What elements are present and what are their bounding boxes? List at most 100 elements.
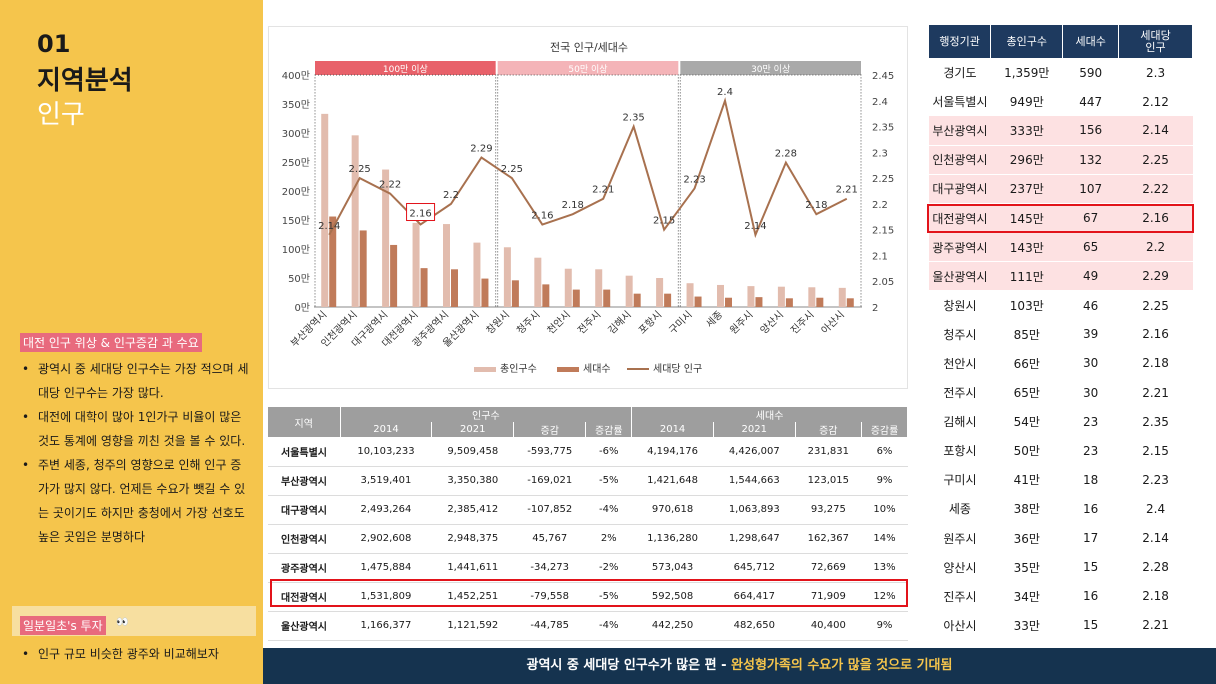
chart-svg: 전국 인구/세대수 100만 이상 50만 이상 30만 이상 0만 50만 100만 150… bbox=[282, 41, 895, 375]
table-cell: 132 bbox=[1062, 145, 1119, 175]
row-region: 세종 bbox=[948, 502, 971, 517]
x-tick-label: 구미시 bbox=[667, 309, 695, 337]
row-region: 아산시 bbox=[943, 618, 977, 633]
bar-total-population bbox=[351, 135, 359, 307]
row-region: 부산광역시 bbox=[268, 466, 340, 496]
line-value-label: 2.15 bbox=[653, 216, 675, 227]
line-value-label: 2.25 bbox=[349, 164, 371, 175]
group-header-bar bbox=[497, 61, 679, 75]
table-cell: 1,441,611 bbox=[431, 553, 514, 583]
bar-households bbox=[359, 230, 367, 307]
table-cell: 54만 bbox=[1013, 415, 1040, 430]
table-cell: -6% bbox=[585, 437, 632, 467]
line-value-label: 2.29 bbox=[470, 143, 492, 154]
left-panel: 01 지역분석 인구 대전 인구 위상 & 인구증감 과 수요 광역시 중 세대… bbox=[0, 0, 263, 684]
bar-total-population bbox=[686, 283, 694, 307]
table-cell: 482,650 bbox=[713, 611, 796, 641]
x-tick-label: 전주시 bbox=[575, 309, 603, 337]
table-cell: 1,063,893 bbox=[713, 495, 796, 525]
line-value-label: 2.23 bbox=[683, 174, 705, 185]
table-cell: 50만 bbox=[1013, 444, 1040, 459]
subheader: 증감률 bbox=[585, 422, 633, 437]
footer-emphasis: 완성형가족의 수요가 많을 것으로 기대됨 bbox=[731, 658, 953, 673]
table-cell: 15 bbox=[1083, 618, 1099, 633]
table-row: 구미시 41만 18 2.23 bbox=[929, 465, 1193, 494]
table-row: 김해시 54만 23 2.35 bbox=[929, 407, 1193, 436]
table-cell: 1,121,592 bbox=[431, 611, 514, 641]
table-cell: 41만 bbox=[1013, 473, 1040, 488]
row-region: 울산광역시 bbox=[268, 611, 340, 641]
table-cell: 13% bbox=[861, 553, 908, 583]
x-tick-label: 천안시 bbox=[545, 309, 573, 337]
table-cell: 447 bbox=[1079, 94, 1103, 109]
row-region: 인천광역시 bbox=[929, 145, 991, 175]
table-cell: 2.25 bbox=[1118, 145, 1193, 175]
bar-households bbox=[481, 278, 489, 307]
row-region: 양산시 bbox=[943, 560, 977, 575]
table-cell: 30 bbox=[1083, 356, 1099, 371]
table-cell: 2.28 bbox=[1142, 560, 1169, 575]
row-region: 광주광역시 bbox=[929, 232, 991, 263]
table-cell: 2% bbox=[585, 524, 632, 554]
table-cell: 645,712 bbox=[713, 553, 796, 583]
table-cell: 123,015 bbox=[795, 466, 862, 496]
table-cell: 162,367 bbox=[795, 524, 862, 554]
bar-households bbox=[755, 297, 763, 307]
table-cell: 2.18 bbox=[1142, 356, 1169, 371]
group-header-label: 100만 이상 bbox=[383, 64, 428, 75]
bar-households bbox=[694, 296, 702, 307]
section-number: 01 bbox=[37, 30, 71, 58]
table-cell: 2.2 bbox=[1118, 232, 1193, 263]
issue-label: 대전 인구 위상 & 인구증감 과 수요 bbox=[20, 333, 202, 352]
line-value-label: 2.21 bbox=[592, 185, 614, 196]
row-region: 진주시 bbox=[943, 589, 977, 604]
table-row: 전주시 65만 30 2.21 bbox=[929, 378, 1193, 407]
footer-text: 광역시 중 세대당 인구수가 많은 편 - bbox=[526, 658, 732, 673]
table-cell: 2,385,412 bbox=[431, 495, 514, 525]
bar-households bbox=[846, 298, 854, 307]
table-cell: 9% bbox=[861, 466, 908, 496]
table-cell: 35만 bbox=[1013, 560, 1040, 575]
table-cell: 2.35 bbox=[1142, 414, 1169, 429]
table-cell: 38만 bbox=[1013, 502, 1040, 517]
header-households: 세대수 bbox=[631, 407, 908, 422]
y2-tick-label: 2.4 bbox=[872, 97, 888, 108]
x-tick-label: 원주시 bbox=[728, 309, 756, 337]
group-frame bbox=[497, 74, 679, 308]
row-region: 서울특별시 bbox=[268, 437, 340, 467]
table-cell: 4,194,176 bbox=[631, 437, 714, 467]
bar-households bbox=[816, 297, 824, 307]
table-cell: 23 bbox=[1083, 443, 1099, 458]
table-cell: 66만 bbox=[1013, 356, 1040, 371]
row-region: 청주시 bbox=[943, 327, 977, 342]
legend-label: 세대당 인구 bbox=[653, 363, 702, 375]
table-row: 천안시 66만 30 2.18 bbox=[929, 349, 1193, 378]
header-cell: 행정기관 bbox=[929, 25, 992, 58]
table-cell: -2% bbox=[585, 553, 632, 583]
bar-total-population bbox=[595, 269, 603, 307]
y-tick-label: 0만 bbox=[294, 302, 310, 314]
bar-households bbox=[664, 293, 672, 307]
y-tick-label: 350만 bbox=[282, 99, 310, 111]
table-cell: 103만 bbox=[1009, 299, 1044, 314]
table-row: 서울특별시 10,103,233 9,509,458 -593,775 -6% 4,194… bbox=[268, 437, 908, 467]
bullet-item: 주변 세종, 청주의 영향으로 인해 인구 증가가 많지 않다. 언제든 수요가… bbox=[20, 453, 250, 549]
table-cell: 2.21 bbox=[1142, 618, 1169, 633]
invest-label: 일분일초's 투자 bbox=[20, 616, 106, 635]
subheader: 증감 bbox=[795, 422, 863, 437]
table-cell: 2.25 bbox=[1142, 298, 1169, 313]
table-cell: 1,166,377 bbox=[340, 611, 432, 641]
x-tick-label: 아산시 bbox=[819, 309, 847, 337]
row-region: 대전광역시 bbox=[929, 203, 991, 234]
table-row: 대구광역시 2,493,264 2,385,412 -107,852 -4% 970,61… bbox=[268, 495, 908, 525]
table-cell: 590 bbox=[1079, 65, 1103, 80]
table-cell: 36만 bbox=[1013, 531, 1040, 546]
bar-households bbox=[785, 298, 793, 307]
bar-total-population bbox=[747, 286, 755, 307]
y-tick-label: 250만 bbox=[282, 157, 310, 169]
table-cell: 2.14 bbox=[1142, 531, 1169, 546]
bar-total-population bbox=[777, 286, 785, 307]
table-row: 광주광역시 1,475,884 1,441,611 -34,273 -2% 573,043… bbox=[268, 553, 908, 583]
table-cell: 2.3 bbox=[1146, 65, 1166, 80]
table-cell: 970,618 bbox=[631, 495, 714, 525]
